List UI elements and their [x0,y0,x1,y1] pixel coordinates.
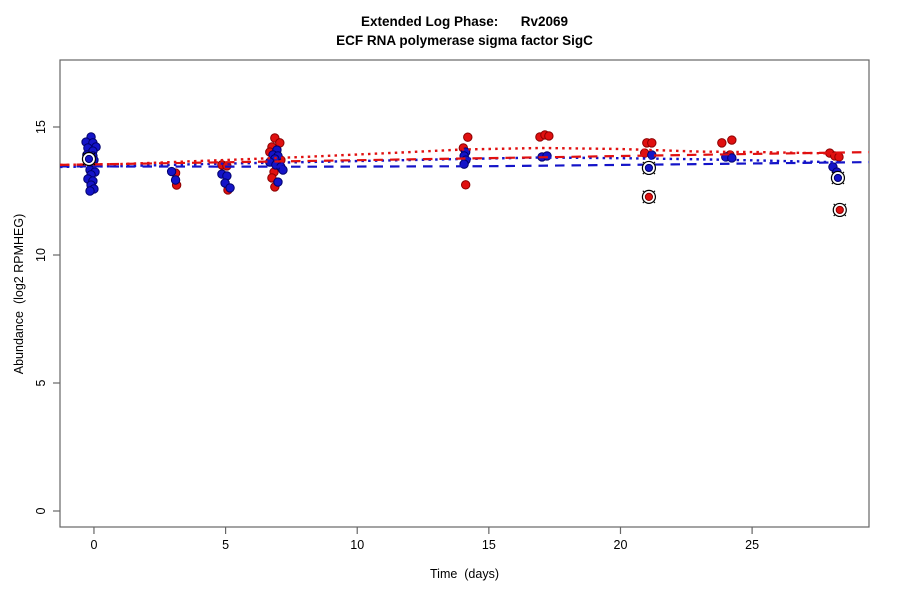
outlier-point-blue [833,173,843,183]
y-tick-label: 5 [34,379,48,386]
data-point-blue [166,166,177,177]
data-point-red [544,131,554,141]
outlier-point-red [644,192,654,201]
x-tick-label: 5 [222,538,229,552]
chart-subtitle: ECF RNA polymerase sigma factor SigC [336,33,593,48]
x-tick-label: 10 [350,538,364,552]
data-point-blue [727,153,737,163]
x-axis-label: Time (days) [430,567,499,581]
data-point-blue [170,175,181,185]
trend-line-blue-dashed-linear-fit [59,161,870,168]
y-tick-label: 0 [34,507,48,514]
data-point-red [647,138,657,148]
data-point-red [460,180,471,190]
outlier-point-blue [84,154,94,164]
data-point-red [727,135,737,145]
data-point-blue [273,177,283,187]
outlier-point-blue [644,163,654,173]
y-tick-label: 15 [34,120,48,134]
outlier-point-red [835,205,844,215]
x-tick-label: 0 [90,538,97,552]
x-tick-label: 20 [614,538,628,552]
data-point-blue [85,186,95,196]
data-point-blue [225,183,235,193]
trend-line-red-dotted-smooth-fit [59,146,840,167]
y-tick-label: 10 [34,248,48,262]
x-tick-label: 15 [482,538,496,552]
x-tick-label: 25 [745,538,759,552]
data-point-red [463,132,473,142]
data-point-red [717,138,727,148]
plot-box [59,59,870,528]
trend-line-red-dashed-linear-fit [59,151,870,166]
data-point-blue [542,151,552,161]
chart-title: Extended Log Phase: Rv2069 [360,14,569,29]
